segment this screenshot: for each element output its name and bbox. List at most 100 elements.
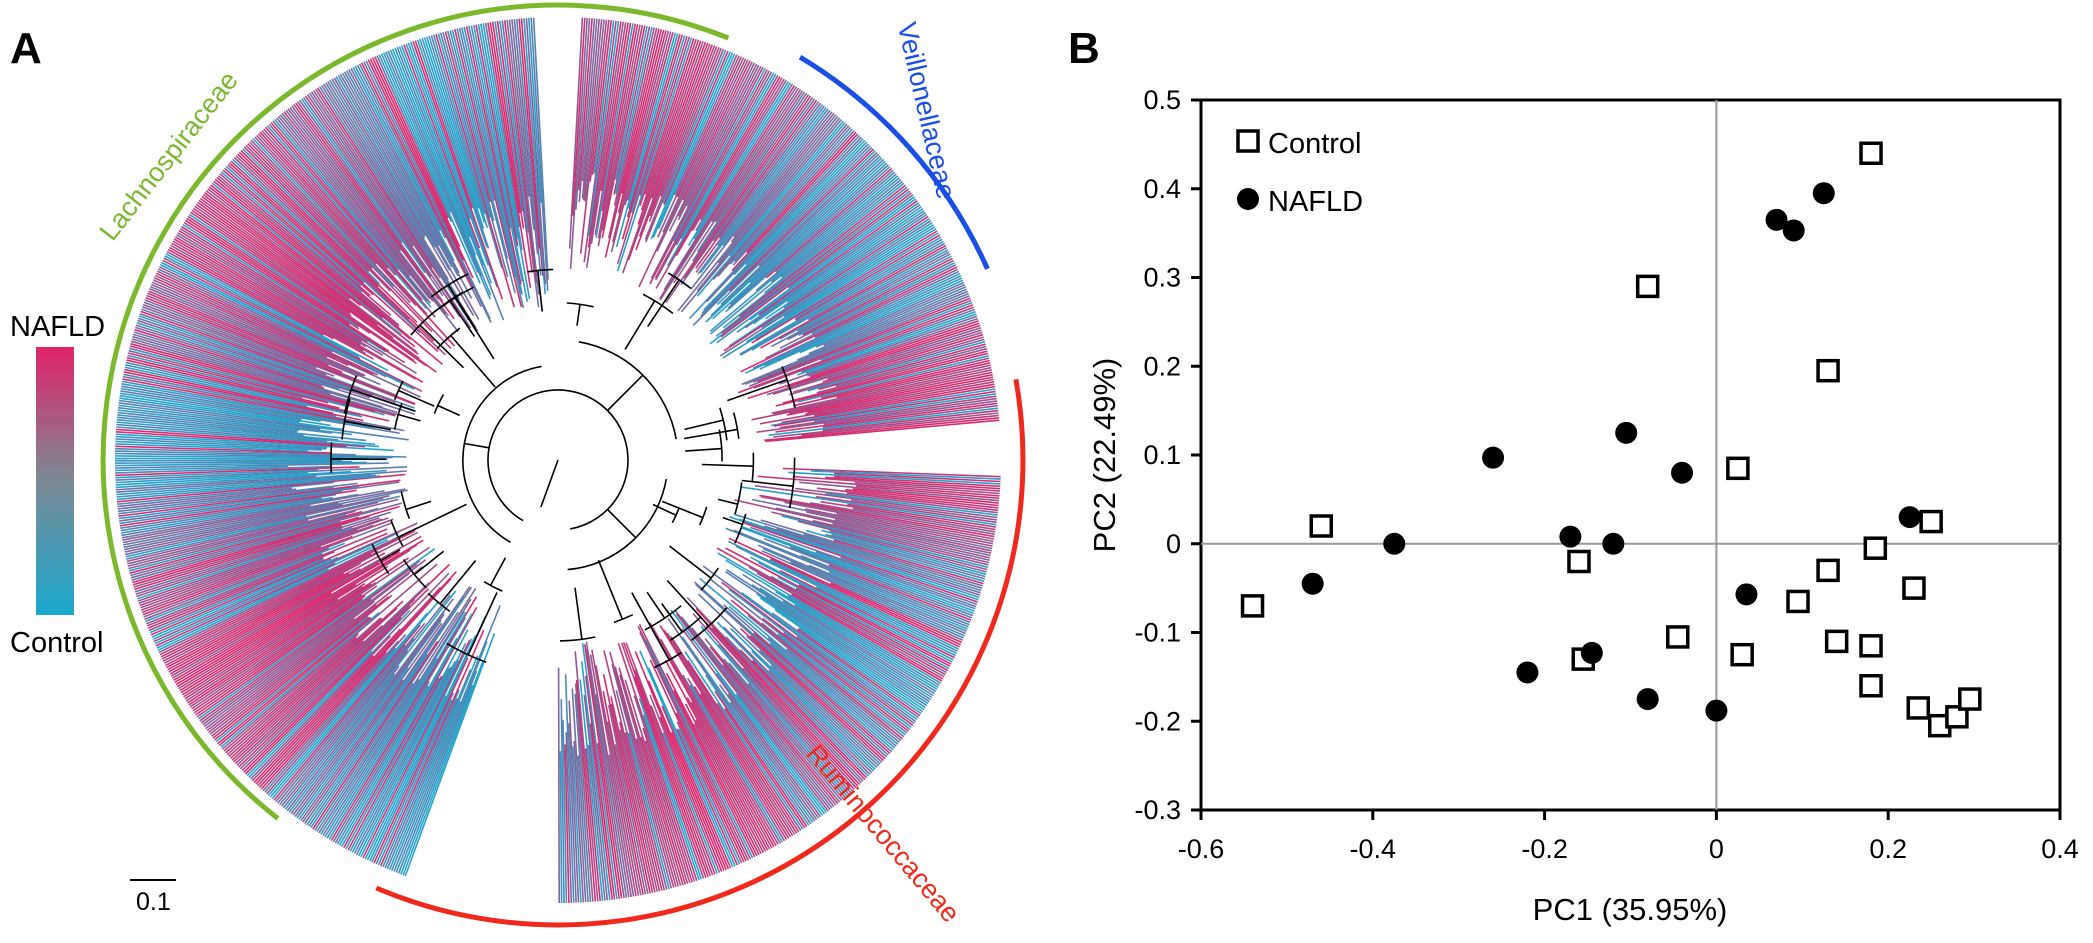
tree-leaf-branch (759, 587, 933, 699)
tree-leaf-branch (746, 635, 883, 763)
tree-leaf-branch (805, 313, 977, 375)
tree-leaf-branch (718, 101, 820, 239)
tree-leaf-branch (559, 751, 563, 904)
tree-leaf-branch (725, 571, 928, 707)
tree-leaf-branch (351, 667, 450, 853)
tree-leaf-branch (661, 705, 732, 869)
tree-leaf-branch (730, 627, 876, 770)
tree-leaf-branch (283, 111, 434, 302)
tree-leaf-branch (695, 608, 861, 786)
tree-leaf-branch (659, 638, 779, 845)
tree-leaf-branch (172, 240, 417, 380)
tree-leaf-branch (123, 489, 408, 549)
tree-leaf-branch (220, 171, 363, 293)
tree-leaf-branch (675, 712, 747, 862)
tree-leaf-branch (572, 746, 582, 903)
tree-leaf-branch (121, 385, 400, 434)
tree-leaf-branch (306, 94, 461, 318)
tree-leaf-branch (331, 78, 426, 237)
tree-leaf-branch (753, 295, 970, 383)
tree-leaf-branch (137, 518, 383, 602)
tree-leaf-branch (595, 23, 634, 238)
tree-leaf-branch (693, 686, 788, 840)
tree-leaf-branch (167, 248, 334, 340)
tree-leaf-branch (691, 627, 835, 807)
tree-node-arc (330, 442, 333, 473)
tree-leaf-branch (763, 180, 904, 294)
tree-leaf-branch (706, 136, 862, 303)
point-nafld (1898, 506, 1921, 529)
tree-leaf-branch (765, 596, 929, 705)
tree-leaf-branch (124, 495, 390, 553)
tree-leaf-branch (852, 488, 999, 504)
tree-leaf-branch (119, 481, 400, 522)
tree-leaf-branch (733, 529, 970, 626)
tree-leaf-branch (116, 428, 366, 448)
tree-leaf-branch (808, 564, 967, 633)
tree-leaf-branch (718, 684, 818, 821)
tree-leaf-branch (633, 695, 696, 882)
tree-leaf-branch (245, 144, 391, 292)
tree-leaf-branch (798, 255, 952, 337)
tree-leaf-branch (127, 519, 309, 565)
tree-leaf-branch (160, 530, 416, 658)
tree-leaf-branch (369, 58, 474, 279)
tree-leaf-branch (116, 474, 377, 498)
tree-leaf-branch (728, 537, 962, 646)
tree-leaf-branch (300, 622, 443, 822)
tree-leaf-branch (125, 515, 307, 558)
tree-leaf-branch (765, 264, 957, 359)
tree-leaf-branch (137, 526, 353, 600)
tree-leaf-branch (820, 500, 996, 531)
tree-leaf-branch (141, 546, 322, 614)
tree-leaf-branch (777, 576, 950, 670)
tree-leaf-branch (761, 218, 930, 329)
tree-leaf-branch (733, 138, 864, 276)
tree-leaf-branch (282, 649, 409, 809)
tree-leaf-branch (118, 485, 360, 520)
tree-leaf-branch (620, 642, 705, 879)
tree-leaf-branch (585, 649, 625, 899)
tree-leaf-branch (588, 21, 620, 236)
tree-leaf-branch (320, 678, 420, 835)
tree-leaf-branch (525, 18, 547, 285)
tree-leaf-branch (786, 373, 993, 416)
tree-leaf-branch (125, 364, 363, 418)
tree-leaf-branch (757, 561, 953, 663)
tree-leaf-branch (530, 17, 549, 291)
tree-leaf-branch (421, 38, 485, 229)
tree-leaf-branch (847, 503, 997, 528)
tree-leaf-branch (407, 42, 489, 266)
tree-leaf-branch (201, 195, 394, 339)
tree-leaf-branch (508, 19, 530, 197)
tree-leaf-branch (825, 476, 1001, 490)
tree-stem (727, 378, 788, 402)
tree-leaf-branch (385, 51, 491, 300)
tree-leaf-branch (673, 68, 766, 242)
point-control (1665, 625, 1690, 649)
tree-leaf-branch (306, 596, 465, 826)
tree-leaf-branch (798, 584, 952, 665)
tree-leaf-branch (403, 44, 481, 249)
tree-leaf-branch (585, 641, 628, 898)
tree-leaf-branch (186, 217, 351, 326)
tree-leaf-branch (230, 160, 365, 284)
tree-leaf-branch (742, 526, 975, 612)
tree-leaf-branch (345, 70, 459, 277)
tree-leaf-branch (277, 115, 432, 304)
tree-leaf-branch (829, 530, 987, 573)
tree-leaf-branch (781, 385, 996, 424)
tree-leaf-branch (803, 533, 983, 589)
tree-leaf-branch (770, 557, 961, 648)
tree-leaf-branch (827, 331, 983, 380)
tree-leaf-branch (742, 573, 935, 695)
tree-leaf-branch (648, 46, 718, 222)
tree-leaf-branch (811, 262, 956, 335)
tree-leaf-branch (160, 263, 414, 390)
tree-leaf-branch (318, 587, 477, 834)
tree-node-arc (732, 412, 740, 439)
point-control (1309, 514, 1334, 538)
tree-leaf-branch (814, 268, 959, 339)
tree-leaf-branch (734, 499, 991, 559)
